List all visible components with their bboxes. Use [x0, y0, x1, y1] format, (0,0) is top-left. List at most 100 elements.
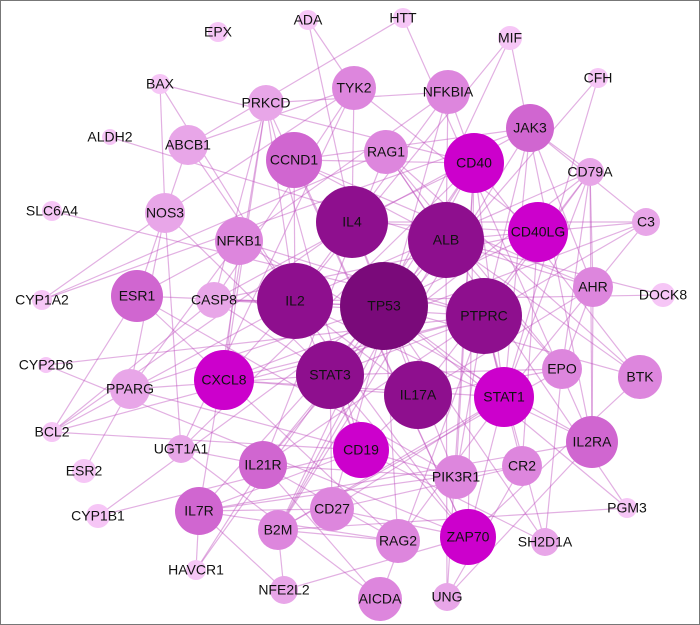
node-circle [333, 422, 389, 478]
node: IL21R [239, 441, 287, 489]
node-circle [542, 349, 582, 389]
node: CD79A [567, 158, 613, 186]
nodes: EPX ADA HTT MIF BAX CFH PRKCD TYK2 NFKBIA JAK3 ALD… [15, 8, 687, 621]
node-circle [651, 283, 675, 307]
edge [329, 374, 469, 538]
node: UGT1A1 [154, 435, 208, 463]
node: HAVCR1 [168, 560, 224, 580]
node-circle [502, 446, 542, 486]
edge [503, 127, 531, 398]
node: RAG2 [376, 519, 420, 563]
node-label: IL17A [400, 387, 437, 403]
node: CYP2D6 [19, 357, 73, 373]
node-circle [168, 125, 208, 165]
edge [544, 368, 563, 543]
node-circle [316, 186, 388, 258]
node-label: ALB [433, 232, 459, 248]
edge [129, 240, 240, 390]
node: IL2RA [566, 416, 618, 468]
node: ALB [408, 202, 484, 278]
node: JAK3 [506, 104, 554, 152]
node-label: PRKCD [241, 95, 290, 111]
edge [159, 83, 296, 302]
node: EPX [204, 22, 233, 42]
node: PTPRC [446, 278, 522, 354]
node-circle [446, 278, 522, 354]
node-label: B2M [264, 522, 293, 538]
node-circle [72, 459, 96, 483]
node-label: IL2RA [573, 434, 613, 450]
node-circle [376, 519, 420, 563]
node: CYP1B1 [71, 504, 125, 528]
node: BCL2 [34, 422, 70, 442]
node-circle [358, 577, 402, 621]
node-circle [618, 355, 662, 399]
edge [198, 102, 267, 512]
node-circle [248, 85, 284, 121]
edge [223, 221, 647, 381]
node: PPARG [106, 369, 154, 409]
node: CD27 [310, 487, 354, 531]
node: MIF [498, 26, 522, 50]
node: EPO [542, 349, 582, 389]
node-label: PGM3 [607, 500, 647, 516]
node-circle [434, 455, 478, 499]
node: BAX [146, 74, 175, 94]
node-label: CD19 [343, 442, 379, 458]
edge [385, 151, 641, 378]
node-label: AICDA [359, 591, 402, 607]
edge [294, 37, 511, 302]
node-circle [384, 361, 452, 429]
node: DOCK8 [639, 283, 687, 307]
edge [483, 315, 546, 543]
node-circle [408, 202, 484, 278]
node-circle [440, 509, 496, 565]
edge [589, 171, 593, 443]
edge [503, 221, 647, 398]
node-label: BAX [146, 76, 175, 92]
node-circle [194, 350, 254, 410]
node-label: CYP1A2 [15, 292, 69, 308]
node-label: UNG [431, 589, 462, 605]
node-circle [498, 26, 522, 50]
node-label: NOS3 [146, 205, 184, 221]
edge [262, 315, 485, 466]
node-circle [332, 66, 376, 110]
edge [136, 295, 457, 478]
node-label: EPO [547, 361, 577, 377]
edge [97, 449, 362, 517]
node-circle [32, 290, 52, 310]
node-label: BCL2 [34, 424, 69, 440]
node-circle [175, 487, 223, 535]
node-label: CD40 [456, 155, 492, 171]
node-label: AHR [578, 279, 608, 295]
edge [351, 221, 457, 478]
node-circle [340, 262, 428, 350]
node: STAT1 [474, 367, 534, 427]
node-label: RAG2 [379, 533, 417, 549]
node: IL7R [175, 487, 223, 535]
node: PRKCD [241, 85, 291, 121]
edge [294, 300, 469, 538]
node-circle [86, 504, 110, 528]
edge [293, 127, 531, 161]
node-circle [145, 193, 185, 233]
edge [223, 315, 485, 381]
node: SLC6A4 [26, 201, 78, 221]
node-circle [38, 357, 54, 373]
node: C3 [632, 208, 660, 236]
node-label: EPX [204, 24, 233, 40]
node-circle [186, 560, 206, 580]
node-label: HAVCR1 [168, 562, 224, 578]
node: TYK2 [332, 66, 376, 110]
node: CFH [584, 68, 612, 88]
node-label: TP53 [367, 298, 401, 314]
node-circle [573, 267, 613, 307]
node: IL2 [257, 263, 333, 339]
node-circle [110, 369, 150, 409]
node-circle [576, 158, 604, 186]
node-circle [258, 510, 298, 550]
node: ESR1 [111, 270, 163, 322]
node-circle [298, 10, 318, 30]
node-circle [531, 528, 559, 556]
